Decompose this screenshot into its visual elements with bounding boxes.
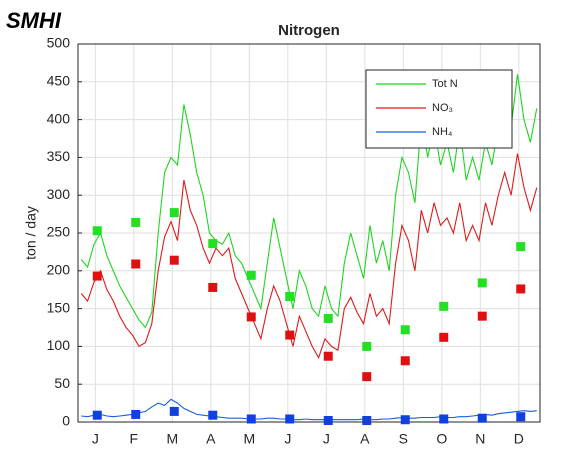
sample-marker — [208, 410, 218, 420]
sample-marker — [477, 311, 487, 321]
sample-marker — [246, 270, 256, 280]
sample-marker — [439, 301, 449, 311]
sample-marker — [169, 406, 179, 416]
sample-marker — [362, 415, 372, 425]
x-tick-label: O — [436, 431, 447, 447]
sample-marker — [439, 414, 449, 424]
x-tick-label: M — [243, 431, 255, 447]
x-tick-label: J — [92, 431, 99, 447]
sample-marker — [246, 414, 256, 424]
x-tick-label: M — [166, 431, 178, 447]
data-line — [80, 153, 538, 360]
sample-marker — [208, 239, 218, 249]
y-tick-label: 250 — [47, 224, 71, 240]
data-line — [81, 398, 537, 421]
y-axis-label: ton / day — [23, 206, 39, 260]
sample-marker — [208, 282, 218, 292]
sample-marker — [92, 271, 102, 281]
x-tick-label: J — [323, 431, 330, 447]
chart-title: Nitrogen — [278, 22, 340, 39]
x-tick-label: J — [284, 431, 291, 447]
sample-marker — [362, 341, 372, 351]
y-tick-label: 200 — [47, 262, 71, 278]
sample-marker — [285, 292, 295, 302]
legend-label: NH₄ — [432, 126, 453, 138]
y-tick-label: 400 — [47, 110, 71, 126]
y-tick-label: 450 — [47, 73, 71, 89]
sample-marker — [246, 312, 256, 322]
x-tick-label: F — [130, 431, 139, 447]
sample-marker — [92, 226, 102, 236]
sample-marker — [169, 208, 179, 218]
sample-marker — [131, 259, 141, 269]
sample-marker — [400, 325, 410, 335]
sample-marker — [285, 330, 295, 340]
sample-marker — [323, 351, 333, 361]
sample-marker — [477, 278, 487, 288]
sample-marker — [92, 410, 102, 420]
sample-marker — [131, 409, 141, 419]
sample-marker — [516, 242, 526, 252]
sample-marker — [323, 415, 333, 425]
sample-marker — [477, 413, 487, 423]
y-tick-label: 350 — [47, 148, 71, 164]
sample-marker — [400, 415, 410, 425]
legend-box — [365, 69, 513, 149]
sample-marker — [323, 313, 333, 323]
logo: SMHI — [6, 8, 62, 33]
sample-marker — [169, 255, 179, 265]
sample-marker — [285, 414, 295, 424]
legend-label: NO₃ — [432, 102, 453, 114]
y-tick-label: 100 — [47, 337, 71, 353]
x-tick-label: N — [475, 431, 485, 447]
x-tick-label: D — [514, 431, 524, 447]
plot-frame — [77, 43, 541, 423]
sample-marker — [131, 217, 141, 227]
y-tick-label: 0 — [62, 413, 70, 429]
y-tick-label: 50 — [54, 375, 70, 391]
x-tick-label: A — [206, 431, 216, 447]
sample-marker — [362, 372, 372, 382]
y-tick-label: 300 — [47, 186, 71, 202]
sample-marker — [400, 356, 410, 366]
x-tick-label: A — [360, 431, 370, 447]
sample-marker — [439, 332, 449, 342]
legend-label: Tot N — [432, 78, 458, 90]
x-tick-label: S — [399, 431, 408, 447]
sample-marker — [516, 412, 526, 422]
y-tick-label: 500 — [47, 35, 71, 51]
y-tick-label: 150 — [47, 299, 71, 315]
sample-marker — [516, 284, 526, 294]
